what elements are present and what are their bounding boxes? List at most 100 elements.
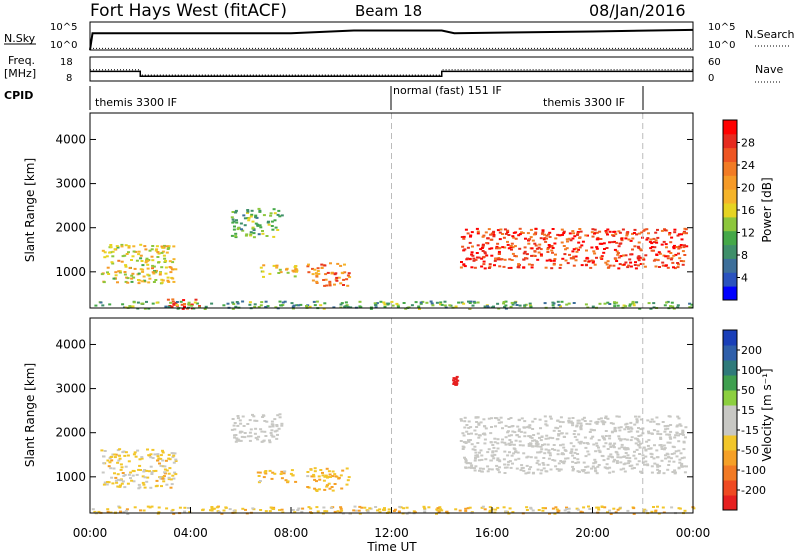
heatmap-cell xyxy=(94,304,98,307)
heatmap-cell xyxy=(625,456,629,459)
heatmap-cell xyxy=(491,444,495,446)
heatmap-cell xyxy=(637,259,641,262)
colorbar-swatch xyxy=(723,405,737,421)
heatmap-cell xyxy=(115,481,119,484)
heatmap-cell xyxy=(140,456,144,459)
heatmap-cell xyxy=(291,305,295,308)
heatmap-cell xyxy=(127,473,131,476)
heatmap-cell xyxy=(335,279,339,282)
heatmap-cell xyxy=(604,417,608,419)
heatmap-cell xyxy=(596,421,600,424)
heatmap-cell xyxy=(487,448,491,451)
heatmap-cell xyxy=(161,477,165,480)
heatmap-cell xyxy=(672,446,676,449)
heatmap-cell xyxy=(280,424,284,427)
heatmap-cell xyxy=(342,284,345,286)
heatmap-cell xyxy=(267,220,270,223)
heatmap-cell xyxy=(656,505,659,508)
heatmap-cell xyxy=(645,228,649,231)
heatmap-cell xyxy=(121,255,125,258)
heatmap-cell xyxy=(467,466,471,469)
heatmap-cell xyxy=(661,261,665,264)
heatmap-cell xyxy=(573,457,577,460)
heatmap-cell xyxy=(664,457,668,460)
heatmap-cell xyxy=(270,220,274,223)
heatmap-cell xyxy=(640,231,644,234)
heatmap-cell xyxy=(222,509,226,512)
heatmap-cell xyxy=(260,430,264,433)
heatmap-cell xyxy=(682,260,686,263)
heatmap-cell xyxy=(591,465,595,468)
heatmap-cell xyxy=(118,485,122,488)
heatmap-cell xyxy=(487,228,491,231)
heatmap-cell xyxy=(536,468,540,471)
heatmap-cell xyxy=(506,229,510,232)
heatmap-cell xyxy=(576,461,580,464)
heatmap-cell xyxy=(618,263,622,266)
heatmap-cell xyxy=(419,301,423,304)
heatmap-cell xyxy=(638,446,642,449)
heatmap-cell xyxy=(269,214,273,217)
colorbar-tick-label: -100 xyxy=(741,464,766,477)
heatmap-cell xyxy=(570,421,574,424)
heatmap-cell xyxy=(159,454,163,457)
heatmap-cell xyxy=(632,507,636,510)
heatmap-cell xyxy=(328,487,332,490)
heatmap-cell xyxy=(666,427,670,430)
heatmap-cell xyxy=(103,256,107,259)
heatmap-cell xyxy=(187,301,191,304)
heatmap-cell xyxy=(682,441,686,444)
heatmap-cell xyxy=(603,506,607,509)
heatmap-cell xyxy=(322,307,326,310)
heatmap-cell xyxy=(568,232,572,235)
heatmap-cell xyxy=(570,448,574,451)
heatmap-cell xyxy=(323,284,327,287)
heatmap-cell xyxy=(276,414,280,417)
heatmap-cell xyxy=(530,263,534,266)
heatmap-cell xyxy=(461,432,465,435)
heatmap-cell xyxy=(517,263,521,266)
heatmap-cell xyxy=(540,254,543,257)
heatmap-cell xyxy=(587,260,591,263)
heatmap-cell xyxy=(275,264,279,267)
heatmap-cell xyxy=(413,511,417,514)
heatmap-cell xyxy=(293,275,297,278)
heatmap-cell xyxy=(561,443,565,446)
heatmap-cell xyxy=(522,452,526,455)
heatmap-cell xyxy=(318,478,322,481)
heatmap-cell xyxy=(275,266,279,269)
heatmap-cell xyxy=(541,444,544,446)
heatmap-cell xyxy=(510,301,514,304)
heatmap-cell xyxy=(652,241,656,244)
heatmap-cell xyxy=(586,234,589,237)
heatmap-cell xyxy=(147,454,151,457)
heatmap-cell xyxy=(174,460,178,462)
heatmap-cell xyxy=(156,455,160,458)
heatmap-cell xyxy=(573,235,577,238)
heatmap-cell xyxy=(143,486,147,489)
heatmap-cell xyxy=(462,235,466,238)
heatmap-cell xyxy=(628,460,632,463)
heatmap-cell xyxy=(259,509,263,511)
heatmap-cell xyxy=(655,449,659,452)
heatmap-cell xyxy=(243,436,247,439)
heatmap-cell xyxy=(627,264,631,267)
heatmap-cell xyxy=(554,426,558,429)
heatmap-cell xyxy=(168,467,172,470)
heatmap-cell xyxy=(660,445,664,448)
heatmap-cell xyxy=(328,282,332,285)
colorbar-swatch xyxy=(723,230,737,246)
heatmap-cell xyxy=(679,244,683,246)
heatmap-cell xyxy=(347,476,351,479)
xaxis-label: Time UT xyxy=(366,540,417,554)
heatmap-cell xyxy=(672,246,676,249)
heatmap-cell xyxy=(166,298,170,301)
heatmap-cell xyxy=(495,464,499,467)
heatmap-cell xyxy=(522,252,526,255)
heatmap-cell xyxy=(163,261,167,263)
heatmap-cell xyxy=(528,424,532,427)
heatmap-cell xyxy=(469,426,473,429)
heatmap-cell xyxy=(462,441,466,444)
time-axis: 00:00 04:00 08:00 12:00 16:00 20:00 00:00 xyxy=(73,507,710,540)
heatmap-cell xyxy=(333,483,337,485)
